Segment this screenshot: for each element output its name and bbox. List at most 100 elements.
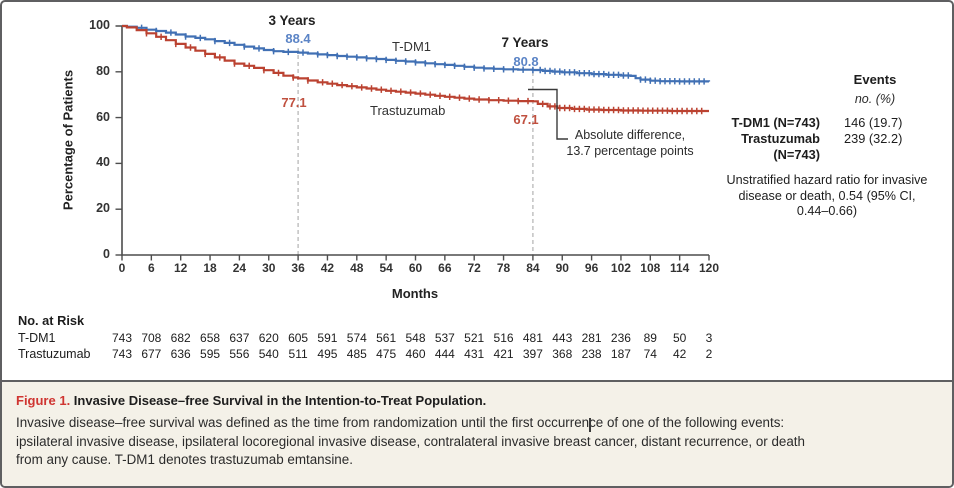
risk-value: 511 xyxy=(288,347,308,361)
caption-body-line1: Invasive disease–free survival was defin… xyxy=(16,415,785,430)
risk-value: 74 xyxy=(643,347,657,361)
risk-value: 537 xyxy=(434,331,455,345)
risk-value: 431 xyxy=(464,347,485,361)
y-tick-label: 20 xyxy=(96,201,110,216)
events-row-trastuzumab: Trastuzumab (N=743) 239 (32.2) xyxy=(700,131,952,163)
x-tick-label: 84 xyxy=(526,261,540,275)
risk-value: 397 xyxy=(522,347,543,361)
x-tick-label: 54 xyxy=(379,261,393,275)
risk-value: 620 xyxy=(258,331,279,345)
risk-value: 236 xyxy=(610,331,631,345)
risk-value: 187 xyxy=(610,347,631,361)
x-tick-label: 0 xyxy=(118,261,126,275)
x-tick-label: 66 xyxy=(438,261,452,275)
figure-caption: Figure 1. Invasive Disease–free Survival… xyxy=(2,380,952,486)
x-tick-label: 30 xyxy=(262,261,276,275)
risk-value: 743 xyxy=(111,347,133,361)
survival-chart xyxy=(2,2,952,382)
risk-value: 3 xyxy=(705,331,713,345)
risk-row-trastuzumab-label: Trastuzumab xyxy=(18,347,91,361)
risk-value: 42 xyxy=(672,347,687,361)
risk-value: 421 xyxy=(493,347,514,361)
risk-value: 50 xyxy=(672,331,687,345)
absolute-difference-line2: 13.7 percentage points xyxy=(566,143,694,158)
tdm1-3y-value: 88.4 xyxy=(285,31,311,46)
risk-value: 485 xyxy=(346,347,367,361)
events-row-tdm1-label: T-DM1 (N=743) xyxy=(731,115,820,130)
hazard-ratio-note: Unstratified hazard ratio for invasive d… xyxy=(698,173,952,220)
risk-value: 475 xyxy=(376,347,397,361)
caption-body-line3: from any cause. T-DM1 denotes trastuzuma… xyxy=(16,452,353,467)
risk-value: 481 xyxy=(522,331,543,345)
risk-value: 368 xyxy=(552,347,573,361)
events-row-trastuzumab-value: 239 (32.2) xyxy=(844,131,903,146)
absolute-difference-callout: Absolute difference, 13.7 percentage poi… xyxy=(554,128,706,159)
trastuzumab-curve-label: Trastuzumab xyxy=(370,103,446,118)
y-tick-label: 80 xyxy=(96,63,110,78)
x-tick-label: 12 xyxy=(174,261,188,275)
figure-number-label: Figure 1. xyxy=(16,393,71,408)
risk-table-header: No. at Risk xyxy=(18,313,85,328)
risk-value: 605 xyxy=(288,331,309,345)
risk-value: 574 xyxy=(346,331,367,345)
hazard-ratio-line1: Unstratified hazard ratio for invasive xyxy=(726,173,928,187)
y-tick-label: 100 xyxy=(89,18,110,32)
caption-body: Invasive disease–free survival was defin… xyxy=(16,414,938,470)
x-tick-label: 78 xyxy=(496,261,511,275)
risk-row-tdm1-label: T-DM1 xyxy=(18,331,56,345)
risk-value: 521 xyxy=(464,331,485,345)
events-row-tdm1-value: 146 (19.7) xyxy=(844,115,903,130)
risk-value: 682 xyxy=(170,331,191,345)
absolute-difference-line1: Absolute difference, xyxy=(574,128,686,142)
events-row-tdm1: T-DM1 (N=743) 146 (19.7) xyxy=(700,115,952,131)
risk-value: 591 xyxy=(317,331,338,345)
hazard-ratio-line2: disease or death, 0.54 (95% CI, xyxy=(738,188,916,203)
risk-value: 658 xyxy=(200,331,221,345)
risk-value: 743 xyxy=(111,331,133,345)
trastuzumab-7y-value: 67.1 xyxy=(513,112,539,127)
text-cursor[interactable] xyxy=(589,418,591,432)
events-table: T-DM1 (N=743) 146 (19.7) Trastuzumab (N=7… xyxy=(700,115,952,163)
risk-value: 595 xyxy=(200,347,221,361)
risk-value: 281 xyxy=(581,331,602,345)
risk-value: 516 xyxy=(493,331,514,345)
x-tick-label: 42 xyxy=(320,261,335,275)
x-tick-label: 18 xyxy=(203,261,217,275)
tdm1-curve-label: T-DM1 xyxy=(392,39,431,54)
x-axis-title: Months xyxy=(391,286,439,301)
y-tick-label: 0 xyxy=(103,247,110,261)
risk-value: 495 xyxy=(317,347,338,361)
x-tick-label: 114 xyxy=(669,261,690,275)
caption-body-line2: ipsilateral invasive disease, ipsilatera… xyxy=(16,433,805,449)
trastuzumab-3y-value: 77.1 xyxy=(281,95,307,110)
events-header: Events xyxy=(853,72,897,87)
risk-value: 637 xyxy=(229,331,250,345)
x-tick-label: 96 xyxy=(584,261,599,275)
x-tick-label: 60 xyxy=(408,261,423,275)
risk-value: 556 xyxy=(229,347,250,361)
tdm1-7y-value: 80.8 xyxy=(513,54,539,69)
caption-title: Figure 1. Invasive Disease–free Survival… xyxy=(16,393,487,408)
risk-value: 444 xyxy=(434,347,455,361)
x-tick-label: 90 xyxy=(555,261,569,275)
risk-value: 636 xyxy=(170,347,191,361)
x-tick-label: 102 xyxy=(610,261,631,275)
risk-value: 460 xyxy=(405,347,426,361)
risk-value: 677 xyxy=(141,347,162,361)
x-tick-label: 6 xyxy=(148,261,155,275)
x-tick-label: 48 xyxy=(350,261,364,275)
risk-value: 238 xyxy=(581,347,602,361)
y-axis-title: Percentage of Patients xyxy=(60,69,76,211)
risk-value: 548 xyxy=(405,331,426,345)
risk-value: 89 xyxy=(643,331,657,345)
x-tick-label: 24 xyxy=(232,261,247,275)
x-tick-label: 72 xyxy=(467,261,481,275)
risk-value: 708 xyxy=(141,331,162,345)
seven-years-label: 7 Years xyxy=(501,35,549,50)
x-tick-label: 120 xyxy=(698,261,720,275)
risk-value: 443 xyxy=(552,331,573,345)
events-row-trastuzumab-label: Trastuzumab (N=743) xyxy=(741,131,820,162)
y-tick-label: 40 xyxy=(96,155,110,170)
hazard-ratio-line3: 0.44–0.66) xyxy=(796,204,858,218)
